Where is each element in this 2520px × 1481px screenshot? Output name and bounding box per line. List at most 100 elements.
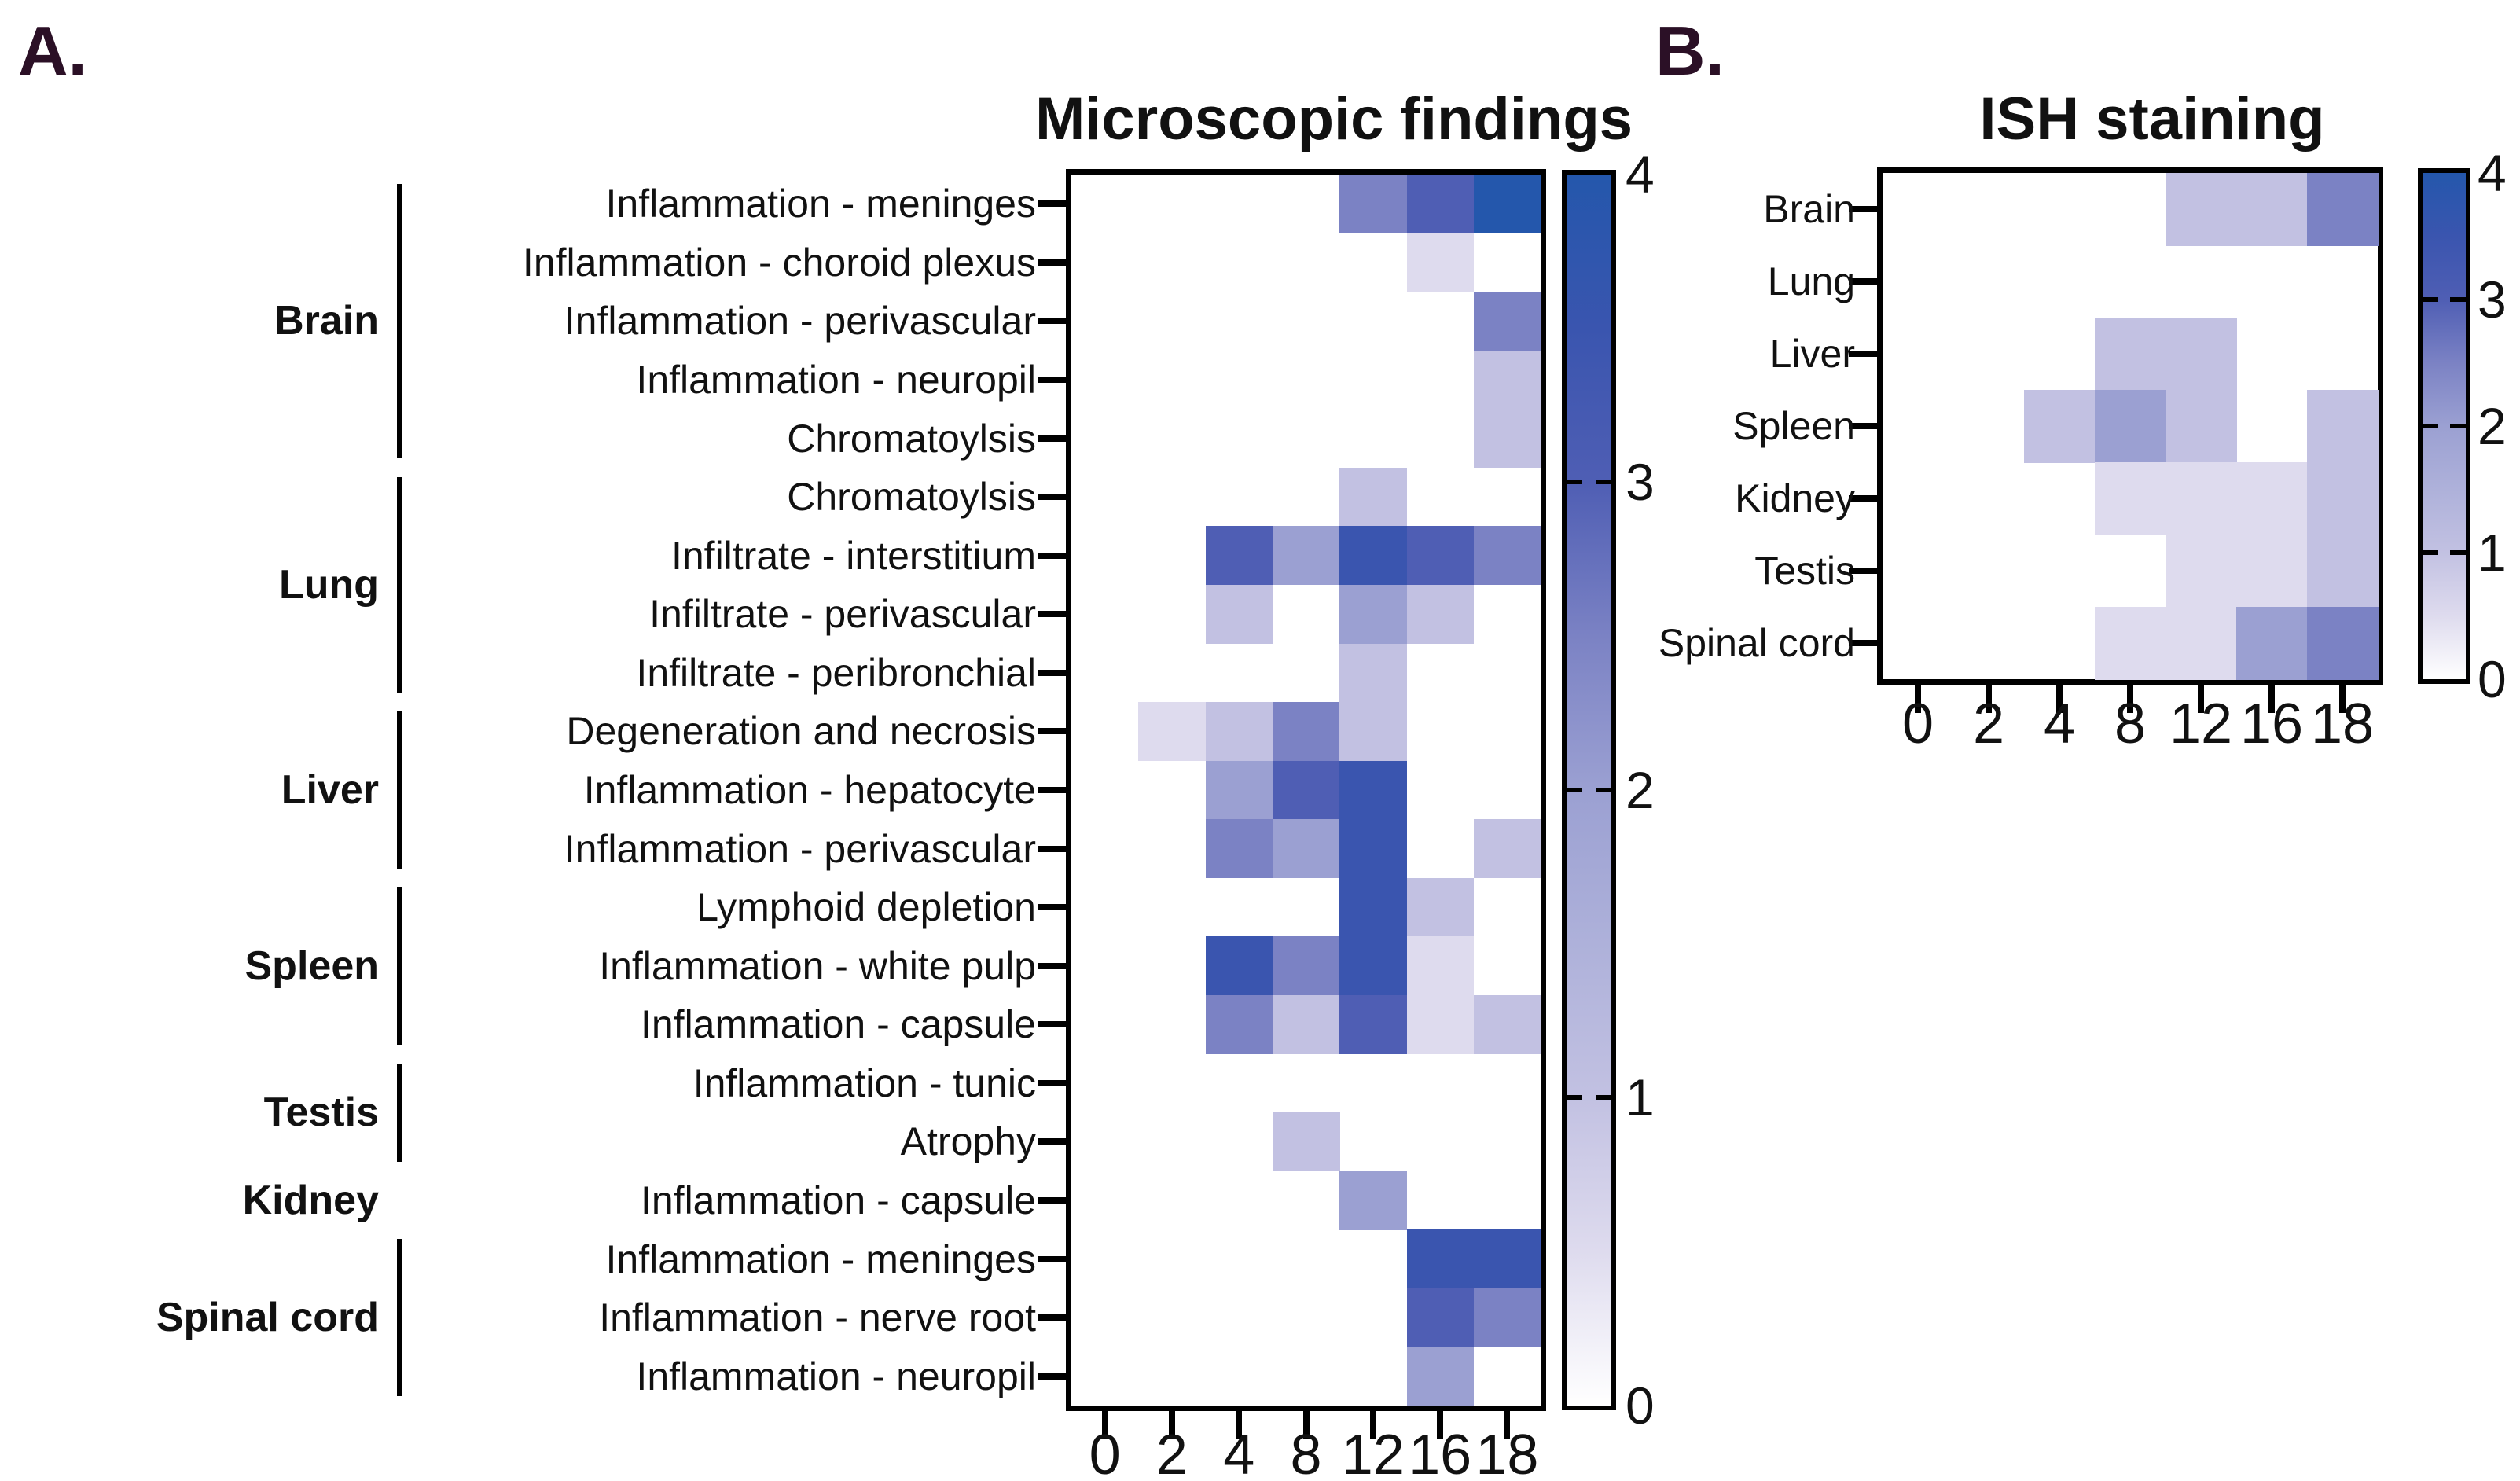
y-axis-tick — [1038, 1314, 1066, 1321]
row-label: Spleen — [1732, 404, 1855, 448]
y-axis-tick — [1038, 1021, 1066, 1028]
heatmap-cell — [1339, 584, 1407, 645]
heatmap-cell — [1473, 292, 1541, 351]
x-axis-tick — [1302, 1410, 1310, 1439]
y-axis-tick — [1849, 351, 1877, 357]
heatmap-cell — [1339, 1170, 1407, 1230]
heatmap-cell — [1339, 526, 1407, 586]
organ-label-spinal-cord: Spinal cord — [156, 1295, 379, 1341]
heatmap-cell — [2095, 607, 2166, 680]
x-axis-tick — [1369, 1410, 1376, 1439]
heatmap-cell — [1406, 1347, 1475, 1406]
heatmap-cell — [1272, 526, 1340, 586]
y-axis-tick — [1038, 259, 1066, 266]
row-label: Inflammation - neuropil — [636, 1354, 1036, 1398]
y-axis-tick — [1849, 278, 1877, 285]
x-axis-tick — [2198, 685, 2204, 713]
row-label: Inflammation - neuropil — [636, 357, 1036, 402]
heatmap-cell — [1473, 1229, 1541, 1289]
y-axis-tick — [1849, 568, 1877, 574]
x-axis-tick — [1101, 1410, 1108, 1439]
colorbar-tick — [2450, 297, 2466, 302]
y-axis-tick — [1038, 376, 1066, 383]
row-label: Inflammation - meninges — [605, 182, 1036, 226]
x-tick-label: 18 — [1475, 1424, 1539, 1481]
heatmap-cell — [1473, 409, 1541, 469]
y-axis-tick — [1038, 962, 1066, 969]
heatmap-cell — [2236, 607, 2308, 680]
colorbar-label: 3 — [2478, 270, 2507, 329]
x-axis-tick — [1986, 685, 1992, 713]
organ-label-testis: Testis — [263, 1090, 379, 1136]
row-label: Inflammation - tunic — [692, 1060, 1036, 1105]
heatmap-cell — [1406, 994, 1475, 1055]
heatmap-cell — [1339, 702, 1407, 762]
colorbar-tick — [1567, 480, 1582, 485]
heatmap-cell — [1339, 643, 1407, 703]
x-axis-tick — [2127, 685, 2133, 713]
row-label: Inflammation - perivascular — [564, 826, 1036, 871]
organ-bracket — [397, 184, 402, 458]
x-tick-label: 16 — [1409, 1424, 1472, 1481]
heatmap-cell — [1473, 819, 1541, 879]
heatmap-cell — [1473, 994, 1541, 1055]
y-axis-tick — [1038, 318, 1066, 325]
y-axis-tick — [1038, 728, 1066, 735]
y-axis-tick — [1038, 904, 1066, 911]
heatmap-cell — [1473, 526, 1541, 586]
heatmap-cell — [1272, 819, 1340, 879]
row-label: Inflammation - capsule — [640, 1178, 1036, 1222]
panel-a-letter: A. — [18, 12, 87, 90]
heatmap-cell — [2166, 390, 2237, 463]
heatmap-cell — [1473, 350, 1541, 410]
heatmap-cell — [2166, 462, 2237, 535]
heatmap-cell — [2236, 462, 2308, 535]
x-axis-tick — [2339, 685, 2346, 713]
heatmap-cell — [1406, 175, 1475, 234]
heatmap-cell — [1406, 584, 1475, 645]
x-tick-label: 4 — [2043, 693, 2076, 755]
x-tick-label: 12 — [1341, 1424, 1405, 1481]
row-label: Liver — [1769, 332, 1855, 376]
heatmap-cell — [1339, 760, 1407, 820]
heatmap-cell — [1339, 175, 1407, 234]
heatmap-cell — [1339, 994, 1407, 1055]
heatmap-cell — [1272, 702, 1340, 762]
x-axis-tick — [1504, 1410, 1511, 1439]
heatmap-cell — [2236, 535, 2308, 608]
row-label: Degeneration and necrosis — [566, 709, 1036, 754]
heatmap-cell — [1406, 1229, 1475, 1289]
x-axis-tick — [1168, 1410, 1175, 1439]
colorbar-label: 4 — [2478, 144, 2507, 202]
heatmap-cell — [1205, 994, 1273, 1055]
row-label: Inflammation - meninges — [605, 1237, 1036, 1281]
panel-b-letter: B. — [1655, 12, 1725, 90]
row-label: Kidney — [1735, 476, 1855, 520]
heatmap-cell — [2166, 535, 2237, 608]
organ-label-brain: Brain — [274, 298, 379, 344]
y-axis-tick — [1038, 1373, 1066, 1380]
row-label: Atrophy — [900, 1119, 1036, 1164]
organ-bracket — [397, 476, 402, 693]
x-axis-tick — [2056, 685, 2063, 713]
row-label: Inflammation - nerve root — [599, 1295, 1036, 1340]
heatmap-cell — [1339, 819, 1407, 879]
x-tick-label: 18 — [2310, 693, 2375, 755]
colorbar-label: 0 — [2478, 650, 2507, 708]
row-label: Testis — [1754, 549, 1855, 593]
y-axis-tick — [1038, 1138, 1066, 1145]
y-axis-tick — [1038, 552, 1066, 559]
x-axis-tick — [1236, 1410, 1243, 1439]
colorbar-tick — [2423, 297, 2438, 302]
heatmap-cell — [1406, 1288, 1475, 1347]
organ-label-liver: Liver — [281, 766, 379, 813]
heatmap-cell — [2307, 173, 2379, 246]
y-axis-tick — [1849, 423, 1877, 429]
heatmap-microscopic-findings — [1066, 169, 1547, 1411]
panel-b-title: ISH staining — [1979, 86, 2325, 153]
y-axis-tick — [1038, 435, 1066, 442]
heatmap-cell — [1406, 936, 1475, 996]
row-label: Spinal cord — [1658, 621, 1855, 665]
colorbar-label: 1 — [1626, 1068, 1655, 1127]
heatmap-cell — [2095, 390, 2166, 463]
